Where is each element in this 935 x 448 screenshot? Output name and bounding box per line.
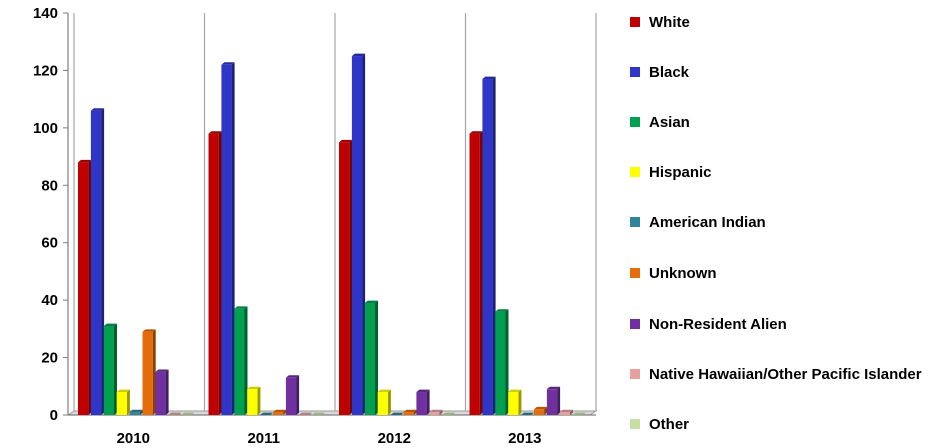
legend-label: Black (649, 64, 690, 81)
bar-black-2013 (482, 76, 496, 416)
bar-non-resident-alien-2010 (155, 369, 169, 415)
bar-hispanic-2012 (377, 389, 391, 415)
bar-unknown-2010 (142, 329, 156, 415)
bar-american-indian-2010 (129, 409, 143, 415)
legend-label: Non-Resident Alien (649, 316, 787, 333)
bar-american-indian-2013 (521, 412, 535, 415)
legend-label: White (649, 14, 690, 31)
chart-legend: White Black Asian Hispanic American Indian Un… (630, 0, 935, 448)
bar-other-2012 (442, 412, 456, 415)
legend-swatch (630, 117, 640, 127)
bar-white-2011 (208, 131, 222, 415)
bar-white-2013 (469, 131, 483, 415)
legend-item: Native Hawaiian/Other Pacific Islander (630, 364, 934, 385)
legend-item: Unknown (630, 263, 934, 284)
legend-label: Unknown (649, 265, 717, 282)
bar-american-indian-2011 (260, 412, 274, 415)
bar-black-2010 (90, 108, 105, 415)
y-tick-label: 100 (33, 120, 58, 137)
legend-label: Native Hawaiian/Other Pacific Islander (649, 366, 922, 383)
bar-native-hawaiian-other-pacific-islander-2010 (168, 412, 182, 415)
y-tick-label: 120 (33, 62, 58, 79)
bar-native-hawaiian-other-pacific-islander-2011 (298, 412, 312, 415)
x-tick-label: 2012 (378, 430, 411, 447)
bar-non-resident-alien-2012 (416, 389, 430, 415)
legend-swatch (630, 268, 640, 278)
bar-non-resident-alien-2013 (546, 386, 561, 415)
bar-hispanic-2011 (247, 386, 261, 415)
bar-asian-2013 (495, 309, 509, 415)
bar-other-2010 (181, 412, 195, 415)
legend-label: Other (649, 416, 690, 433)
x-axis: 2010 2011 2012 2013 (68, 414, 596, 447)
y-tick-label: 20 (41, 350, 58, 367)
bar-asian-2011 (234, 306, 248, 415)
x-tick-label: 2013 (508, 430, 541, 447)
x-tick-label: 2011 (247, 430, 280, 447)
legend-item: Other (630, 414, 934, 435)
x-tick-label: 2010 (117, 430, 150, 447)
y-tick-label: 80 (41, 177, 58, 194)
legend-item: Hispanic (630, 162, 934, 183)
y-tick-label: 60 (41, 235, 58, 252)
bar-white-2010 (78, 159, 92, 415)
legend-swatch (630, 419, 640, 429)
bar-unknown-2011 (273, 409, 287, 415)
chart-bars (78, 53, 586, 416)
legend-swatch (630, 67, 640, 77)
legend-item: White (630, 12, 934, 33)
bar-unknown-2012 (403, 409, 417, 415)
legend-swatch (630, 17, 640, 27)
bar-asian-2010 (103, 323, 117, 415)
legend-item: American Indian (630, 212, 934, 233)
bar-native-hawaiian-other-pacific-islander-2012 (429, 409, 443, 415)
bar-white-2012 (339, 139, 353, 416)
y-tick-label: 0 (50, 407, 58, 424)
bar-native-hawaiian-other-pacific-islander-2013 (559, 409, 573, 415)
bar-american-indian-2012 (390, 412, 404, 415)
legend-label: American Indian (649, 214, 766, 231)
y-tick-label: 140 (33, 5, 58, 22)
legend-label: Hispanic (649, 164, 712, 181)
legend-item: Asian (630, 112, 934, 133)
bar-hispanic-2010 (116, 389, 130, 415)
y-axis: 0 20 40 60 80 100 120 140 (33, 5, 69, 424)
legend-label: Asian (649, 114, 690, 131)
bar-black-2011 (221, 62, 235, 416)
bar-other-2013 (572, 412, 586, 415)
bar-unknown-2013 (534, 406, 548, 415)
legend-swatch (630, 167, 640, 177)
bar-black-2012 (351, 53, 366, 416)
bar-asian-2012 (364, 300, 378, 415)
bar-non-resident-alien-2011 (285, 375, 300, 415)
bar-chart: 0 20 40 60 80 100 120 140 2010 2011 2012 2013 (33, 5, 598, 447)
chart-grid (66, 13, 598, 416)
y-tick-label: 40 (41, 292, 58, 309)
bar-hispanic-2013 (508, 389, 522, 415)
bar-other-2011 (311, 412, 325, 415)
legend-item: Non-Resident Alien (630, 314, 934, 335)
legend-item: Black (630, 62, 934, 83)
legend-swatch (630, 217, 640, 227)
legend-swatch (630, 319, 640, 329)
legend-swatch (630, 369, 640, 379)
